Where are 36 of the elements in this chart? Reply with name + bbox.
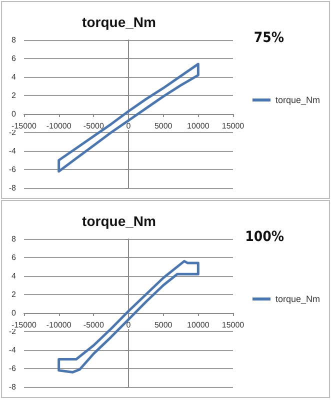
x-tick-label: 15000 <box>222 320 245 330</box>
y-tick-label: 6 <box>12 54 17 63</box>
x-tick-label: -15000 <box>12 122 37 130</box>
y-tick-label: 4 <box>12 72 17 82</box>
y-tick-label: 8 <box>12 234 17 244</box>
y-tick-label: 2 <box>12 91 17 100</box>
x-tick-label: 5000 <box>154 122 173 130</box>
chart-title: torque_Nm <box>82 14 156 30</box>
legend-label: torque_Nm <box>275 294 320 304</box>
y-tick-label: 2 <box>12 290 17 299</box>
x-tick-label: -10000 <box>46 122 72 130</box>
x-tick-label: 10000 <box>187 122 210 130</box>
y-tick-label: 8 <box>12 36 17 44</box>
x-tick-label: -5000 <box>83 122 104 130</box>
y-tick-label: 4 <box>12 272 17 280</box>
y-tick-label: 6 <box>12 253 17 262</box>
y-tick-label: -4 <box>8 146 17 156</box>
x-tick-label: -15000 <box>12 320 37 330</box>
y-tick-label: -6 <box>8 165 17 174</box>
y-tick-label: -4 <box>8 346 17 354</box>
x-tick-label: -10000 <box>46 320 72 330</box>
text: 75% <box>254 30 284 46</box>
y-tick-label: 0 <box>12 110 17 118</box>
x-tick-label: -5000 <box>83 320 104 330</box>
y-tick-label: -6 <box>8 364 17 373</box>
chart-title: torque_Nm <box>82 213 156 229</box>
y-tick-label: -8 <box>8 184 17 192</box>
legend-label: torque_Nm <box>275 95 320 105</box>
text: 100% <box>245 229 284 245</box>
x-tick-label: 10000 <box>187 320 210 330</box>
y-tick-label: -8 <box>8 382 17 392</box>
x-tick-label: 0 <box>126 320 132 330</box>
x-tick-label: 5000 <box>154 320 173 330</box>
y-tick-label: 0 <box>12 308 17 318</box>
x-tick-label: 0 <box>126 122 132 130</box>
x-tick-label: 15000 <box>222 122 245 130</box>
